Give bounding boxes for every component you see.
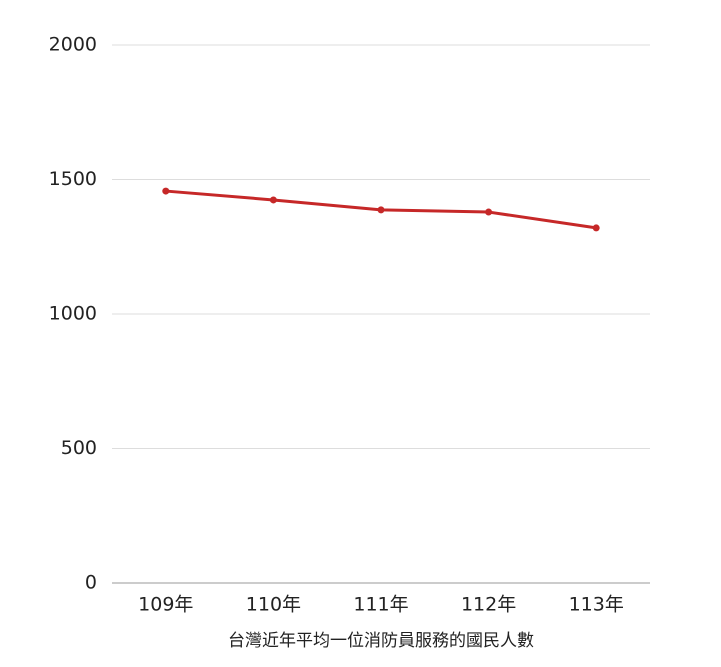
x-tick-label: 113年 bbox=[569, 594, 624, 616]
x-tick-label: 109年 bbox=[138, 594, 193, 616]
y-tick-label: 500 bbox=[61, 437, 97, 459]
point bbox=[162, 187, 170, 195]
y-tick-label: 0 bbox=[85, 572, 97, 594]
y-tick-label: 1500 bbox=[49, 168, 97, 190]
x-tick-label: 110年 bbox=[246, 594, 301, 616]
x-tick-label: 112年 bbox=[461, 594, 516, 616]
x-axis-title: 台灣近年平均一位消防員服務的國民人數 bbox=[228, 631, 534, 651]
point bbox=[485, 208, 493, 216]
y-tick-label: 2000 bbox=[49, 34, 97, 56]
point bbox=[269, 196, 277, 204]
point bbox=[377, 206, 385, 214]
y-tick-label: 1000 bbox=[49, 303, 97, 325]
point bbox=[592, 224, 600, 232]
x-tick-label: 111年 bbox=[353, 594, 408, 616]
